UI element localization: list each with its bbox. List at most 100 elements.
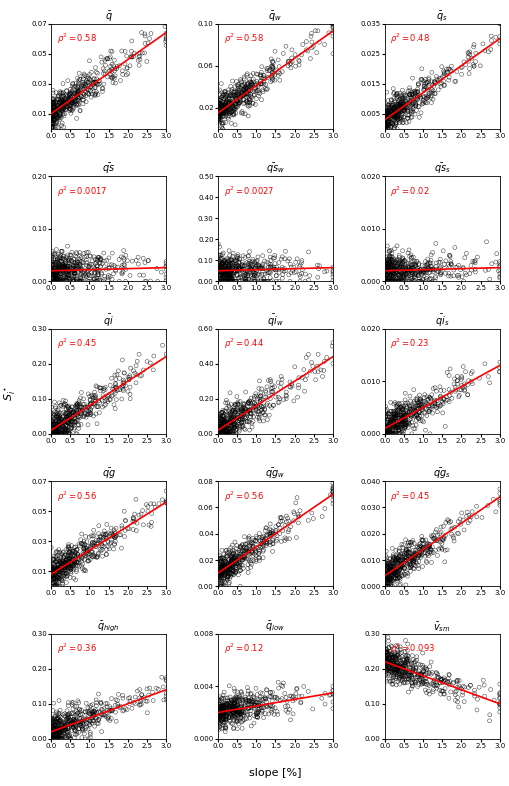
Point [279, 677, 287, 689]
Point [138, 505, 147, 517]
Point [427, 400, 435, 413]
Point [422, 259, 430, 271]
Point [218, 567, 227, 580]
Point [66, 553, 74, 565]
Point [51, 400, 60, 413]
Point [62, 89, 70, 101]
Point [59, 427, 67, 439]
Point [460, 252, 468, 264]
Point [77, 716, 85, 729]
Point [383, 654, 391, 667]
Point [295, 55, 303, 68]
Point [381, 668, 389, 681]
Point [214, 565, 222, 578]
Point [235, 697, 243, 710]
Point [259, 406, 267, 419]
Point [385, 245, 393, 258]
Point [87, 81, 95, 94]
Point [88, 699, 96, 711]
Point [51, 96, 60, 108]
Point [228, 700, 236, 713]
Point [394, 651, 403, 663]
Point [214, 567, 222, 580]
Point [383, 424, 391, 436]
Point [68, 105, 76, 117]
Point [55, 109, 64, 122]
Point [73, 408, 81, 421]
Point [250, 699, 259, 711]
Point [268, 534, 276, 547]
Point [236, 707, 244, 720]
Point [381, 114, 389, 127]
Point [384, 119, 392, 131]
Point [227, 696, 235, 708]
Point [447, 64, 455, 77]
Point [229, 410, 237, 423]
Point [236, 95, 244, 108]
Point [495, 697, 503, 710]
Point [214, 428, 222, 440]
Point [298, 39, 306, 51]
Point [235, 551, 243, 564]
Point [414, 664, 422, 677]
Point [59, 561, 67, 574]
Point [48, 722, 56, 734]
Point [221, 421, 230, 434]
Point [388, 664, 396, 677]
Point [425, 545, 433, 558]
Point [66, 409, 74, 421]
Point [83, 714, 91, 726]
Point [255, 391, 263, 404]
Point [216, 420, 224, 432]
Text: $\rho^2 = 0.56$: $\rho^2 = 0.56$ [56, 490, 97, 504]
Point [280, 534, 288, 547]
Point [224, 275, 232, 288]
Point [288, 55, 296, 68]
Point [70, 406, 78, 418]
Point [217, 575, 225, 588]
Point [383, 119, 391, 131]
Point [76, 405, 84, 417]
Point [474, 681, 482, 693]
Point [103, 71, 111, 83]
Point [392, 253, 400, 266]
Point [267, 261, 275, 274]
Point [484, 263, 492, 276]
Point [423, 542, 431, 554]
Point [382, 272, 390, 285]
Point [495, 692, 503, 705]
Point [214, 707, 222, 719]
Point [228, 413, 236, 425]
Point [234, 395, 242, 408]
Point [233, 713, 241, 725]
Point [446, 685, 454, 698]
Point [403, 105, 411, 117]
Point [57, 428, 65, 440]
Point [420, 77, 429, 90]
Point [244, 257, 252, 270]
Point [232, 411, 240, 424]
Point [495, 272, 503, 285]
Point [83, 266, 91, 278]
Point [382, 428, 390, 440]
Point [50, 103, 59, 116]
Point [47, 112, 55, 124]
Point [401, 416, 409, 428]
Point [127, 35, 135, 47]
Point [418, 75, 427, 87]
Point [434, 256, 442, 269]
Point [276, 253, 285, 266]
Point [456, 373, 464, 386]
Point [397, 646, 405, 659]
Point [54, 725, 63, 738]
Point [393, 659, 401, 671]
Point [69, 545, 77, 558]
Point [295, 690, 303, 703]
Point [215, 101, 223, 113]
Point [229, 108, 237, 120]
Point [259, 415, 267, 428]
Point [142, 498, 150, 511]
Point [242, 256, 250, 269]
Point [216, 569, 224, 582]
Point [281, 40, 290, 53]
